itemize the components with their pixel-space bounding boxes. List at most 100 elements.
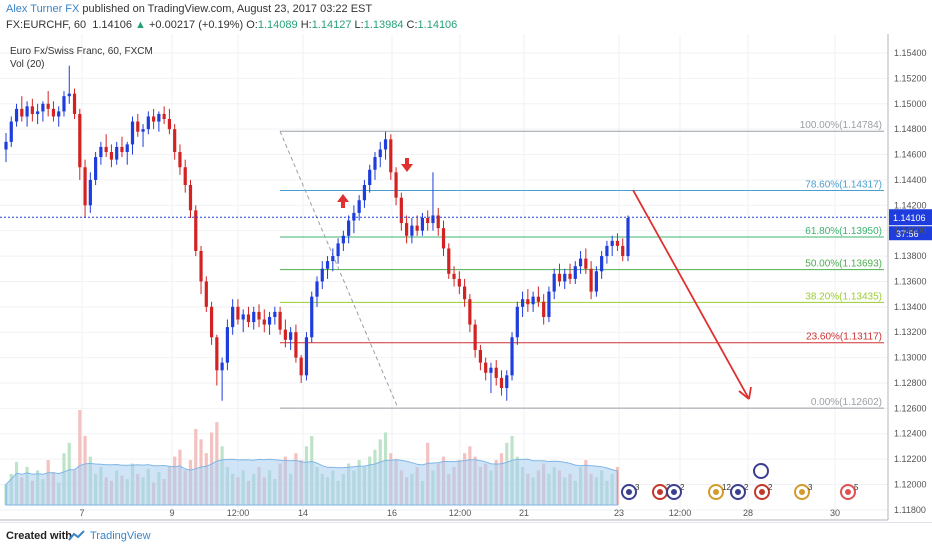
volume-bar [194, 429, 198, 505]
candle [320, 261, 324, 290]
candle-body [289, 332, 293, 340]
candle [104, 134, 108, 158]
candle [231, 299, 235, 335]
candle-body [25, 106, 29, 117]
candle-body [315, 281, 319, 297]
candle [526, 289, 530, 312]
candle-body [605, 245, 609, 257]
candle-body [94, 157, 98, 180]
candle-body [183, 167, 187, 186]
candle-body [626, 217, 630, 257]
current-price-label: 1.14106 [893, 213, 926, 223]
candle [241, 309, 245, 333]
candle-body [589, 268, 593, 292]
candle [141, 124, 145, 147]
candle [462, 278, 467, 307]
time-tick-label: 14 [298, 508, 308, 518]
candle [267, 311, 272, 335]
fibonacci-retracement[interactable]: 100.00%(1.14784) 78.60%(1.14317) 61.80%(1.… [279, 120, 884, 409]
candle-body [30, 106, 34, 114]
candle [336, 238, 340, 264]
candle-body [88, 179, 92, 206]
publish-text: published on TradingView.com, August 23,… [82, 3, 373, 15]
candle [600, 250, 604, 279]
event-marker[interactable]: 12 [708, 483, 731, 500]
price-tick-label: 1.13400 [894, 302, 927, 312]
author-name[interactable]: Alex Turner FX [6, 3, 80, 15]
candle [389, 134, 393, 180]
event-icon [735, 489, 741, 495]
event-icon [657, 489, 663, 495]
candle [378, 141, 382, 168]
candle-body [468, 299, 472, 325]
tradingview-brand[interactable]: TradingView [90, 530, 151, 542]
candle [67, 65, 71, 104]
fib-level-label: 38.20%(1.13435) [805, 291, 882, 302]
event-marker[interactable]: 2 [730, 483, 749, 500]
legend-instrument: Euro Fx/Swiss Franc, 60, FXCM [10, 46, 153, 57]
candle-body [341, 235, 345, 244]
candle-body [273, 311, 277, 317]
candle-body [136, 121, 140, 132]
symbol-info: FX:EURCHF, 60 1.14106 ▲ +0.00217 (+0.19%… [6, 19, 457, 31]
candle [125, 141, 129, 165]
candle [220, 357, 224, 401]
event-marker[interactable]: 5 [840, 483, 859, 500]
event-marker[interactable]: 2 [754, 483, 773, 500]
price-tick-label: 1.12800 [894, 378, 927, 388]
candle-body [399, 197, 403, 224]
candle-body [462, 286, 467, 300]
candle [573, 261, 577, 284]
candle [531, 291, 535, 312]
price-tick-label: 1.15000 [894, 99, 927, 109]
candle [368, 164, 372, 193]
time-tick-label: 12:00 [227, 508, 250, 518]
price-chart[interactable]: 100.00%(1.14784) 78.60%(1.14317) 61.80%(1.… [0, 34, 932, 522]
fib-level-label: 100.00%(1.14784) [800, 120, 882, 131]
candle-body [573, 266, 577, 279]
price-tick-label: 1.14400 [894, 175, 927, 185]
candle-body [557, 273, 562, 282]
candle-body [4, 141, 8, 150]
fib-trend-line[interactable] [279, 131, 399, 409]
candle [157, 111, 161, 132]
event-marker[interactable]: 3 [621, 483, 640, 500]
candle [188, 179, 193, 218]
candle [94, 152, 98, 186]
candle-body [99, 146, 103, 158]
candle [494, 360, 498, 386]
candle [120, 136, 124, 158]
candle-body [104, 146, 108, 153]
candle-body [542, 301, 546, 317]
candle [489, 362, 493, 394]
candle [552, 268, 556, 300]
candle [473, 319, 477, 358]
candle [589, 261, 593, 300]
candle-body [9, 121, 13, 142]
time-tick-label: 7 [79, 508, 84, 518]
candle-body [600, 256, 604, 272]
candle [199, 245, 203, 295]
price-tick-label: 1.15200 [894, 73, 927, 83]
event-markers[interactable]: 322122235 [621, 463, 859, 500]
event-marker[interactable]: 2 [666, 483, 685, 500]
event-marker[interactable]: 3 [794, 483, 813, 500]
candle-body [72, 93, 77, 114]
candle-body [62, 96, 66, 112]
candle-body [531, 296, 535, 305]
candle [557, 263, 562, 287]
candle [510, 332, 514, 381]
created-with-text: Created with [6, 530, 73, 542]
event-icon [713, 489, 719, 495]
candle [605, 240, 609, 264]
candle-body [563, 273, 567, 282]
chart-plot-area[interactable] [0, 34, 888, 520]
candle [520, 291, 525, 317]
price-change: +0.00217 (+0.19%) [148, 19, 244, 31]
event-circle[interactable] [753, 463, 769, 479]
candle-body [57, 111, 61, 117]
candle-body [352, 212, 356, 221]
high-value: 1.14127 [311, 19, 352, 31]
fib-level-label: 61.80%(1.13950) [805, 226, 882, 237]
candle [405, 215, 409, 244]
